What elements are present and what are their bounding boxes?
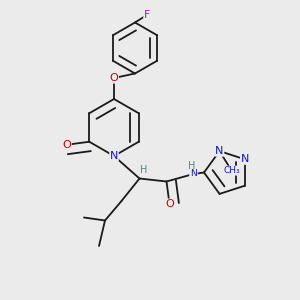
- Text: F: F: [144, 10, 150, 20]
- Text: N: N: [241, 154, 249, 164]
- Text: H: H: [140, 165, 147, 176]
- Text: H: H: [188, 160, 196, 171]
- Text: CH₃: CH₃: [223, 166, 240, 175]
- Text: O: O: [165, 199, 174, 209]
- Text: O: O: [110, 73, 118, 83]
- Text: N: N: [110, 151, 118, 161]
- Text: N: N: [190, 169, 197, 178]
- Text: N: N: [215, 146, 224, 156]
- Text: O: O: [62, 140, 71, 150]
- Text: H: H: [190, 169, 197, 179]
